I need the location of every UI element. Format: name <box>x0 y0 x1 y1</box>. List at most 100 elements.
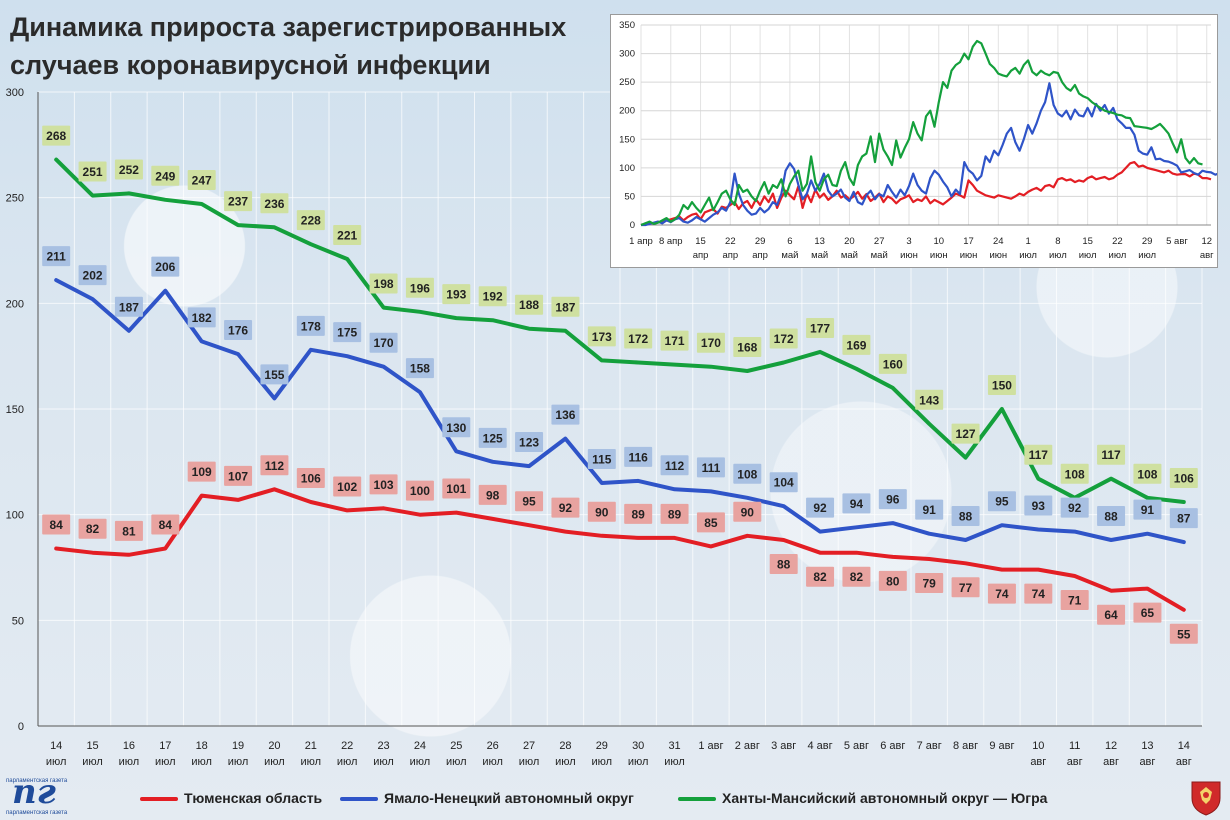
data-label-text: 117 <box>1029 448 1049 462</box>
data-label-box <box>260 193 289 214</box>
x-tick-label: 18 <box>196 740 208 752</box>
data-label-box <box>624 503 653 524</box>
data-label: 71 <box>1060 589 1089 610</box>
inset-y-tick-label: 200 <box>619 106 635 117</box>
data-label: 237 <box>224 191 253 212</box>
legend-item-hmao: Ханты-Мансийский автономный округ — Югра <box>678 788 1047 808</box>
data-label-box <box>915 573 944 594</box>
data-label-box <box>1060 497 1089 518</box>
data-label-box <box>369 474 398 495</box>
series-line-1 <box>54 278 1186 545</box>
data-label: 64 <box>1097 604 1126 625</box>
x-tick-label: авг <box>1176 756 1192 768</box>
inset-x-tick-label: 27 <box>874 236 885 247</box>
data-label: 228 <box>296 210 325 231</box>
data-label-text: 143 <box>919 393 939 407</box>
data-label-text: 170 <box>701 336 721 350</box>
x-tick-label: 25 <box>450 740 462 752</box>
x-tick-label: июл <box>482 756 503 768</box>
x-tick-label: июл <box>264 756 285 768</box>
data-label-text: 176 <box>228 324 248 338</box>
data-label: 188 <box>515 294 544 315</box>
data-label: 117 <box>1097 444 1126 465</box>
data-label-box <box>78 265 107 286</box>
data-label: 96 <box>878 489 907 510</box>
data-label-box <box>878 353 907 374</box>
x-tick-label: 4 авг <box>807 740 832 752</box>
data-label-text: 95 <box>522 495 536 509</box>
data-label: 202 <box>78 265 107 286</box>
data-label-text: 96 <box>886 493 900 507</box>
inset-x-tick-label: май <box>781 250 798 261</box>
logo-top-text: парламентская газета <box>6 778 68 784</box>
data-label-text: 202 <box>83 269 103 283</box>
data-label: 80 <box>878 570 907 591</box>
x-tick-label: 29 <box>596 740 608 752</box>
data-label-box <box>696 512 725 533</box>
x-tick-label: 12 <box>1105 740 1117 752</box>
data-label-text: 88 <box>959 510 973 524</box>
data-label: 268 <box>42 125 71 146</box>
data-label-text: 98 <box>486 488 500 502</box>
data-label: 108 <box>733 463 762 484</box>
data-label: 90 <box>587 501 616 522</box>
data-label-box <box>369 332 398 353</box>
data-label: 117 <box>1024 444 1053 465</box>
data-label: 211 <box>42 246 71 267</box>
inset-x-tick-label: июл <box>1138 250 1156 261</box>
data-label: 109 <box>187 461 216 482</box>
inset-series-line-1 <box>641 82 1225 227</box>
data-label-text: 127 <box>956 427 976 441</box>
data-label-text: 102 <box>337 480 357 494</box>
legend-label-tyumen: Тюменская область <box>184 790 323 806</box>
data-label: 136 <box>551 404 580 425</box>
data-label-text: 115 <box>592 452 612 466</box>
data-label-text: 71 <box>1068 593 1082 607</box>
data-label: 160 <box>878 353 907 374</box>
data-label-text: 123 <box>519 436 539 450</box>
data-label: 182 <box>187 307 216 328</box>
data-label-text: 206 <box>155 260 175 274</box>
inset-x-tick-label: 13 <box>814 236 825 247</box>
data-label: 81 <box>114 520 143 541</box>
data-label-text: 90 <box>595 505 609 519</box>
data-label-box <box>114 159 143 180</box>
data-label: 108 <box>1133 463 1162 484</box>
y-tick-label: 150 <box>6 404 24 416</box>
data-label-text: 116 <box>629 450 649 464</box>
data-label-text: 117 <box>1101 448 1121 462</box>
inset-x-tick-label: 6 <box>787 236 792 247</box>
logo-mark: пг <box>12 772 56 812</box>
data-label-text: 95 <box>995 495 1009 509</box>
data-label-text: 92 <box>813 501 827 515</box>
x-tick-label: июл <box>592 756 613 768</box>
data-label: 106 <box>1169 467 1198 488</box>
data-label: 175 <box>333 322 362 343</box>
data-label-text: 221 <box>337 228 357 242</box>
x-tick-label: 23 <box>377 740 389 752</box>
inset-x-tick-label: 1 апр <box>629 236 653 247</box>
x-tick-label: июл <box>191 756 212 768</box>
data-label: 74 <box>1024 583 1053 604</box>
data-label-text: 188 <box>519 298 539 312</box>
data-label: 115 <box>587 448 616 469</box>
data-label-box <box>660 503 689 524</box>
x-tick-label: 28 <box>559 740 571 752</box>
data-label: 252 <box>114 159 143 180</box>
data-label: 88 <box>951 506 980 527</box>
inset-x-tick-label: 22 <box>1112 236 1123 247</box>
data-label-box <box>1133 499 1162 520</box>
data-label-box <box>405 480 434 501</box>
data-label-text: 150 <box>992 379 1012 393</box>
data-label-text: 172 <box>628 332 648 346</box>
data-label: 198 <box>369 273 398 294</box>
data-label-box <box>733 463 762 484</box>
data-label-box <box>224 320 253 341</box>
x-tick-label: 24 <box>414 740 426 752</box>
series-line-2 <box>54 157 1186 504</box>
inset-x-tick-label: 20 <box>844 236 855 247</box>
x-tick-label: июл <box>337 756 358 768</box>
inset-y-tick-label: 150 <box>619 134 635 145</box>
x-tick-label: 21 <box>305 740 317 752</box>
legend: Тюменская область Ямало-Ненецкий автоном… <box>140 788 1140 810</box>
